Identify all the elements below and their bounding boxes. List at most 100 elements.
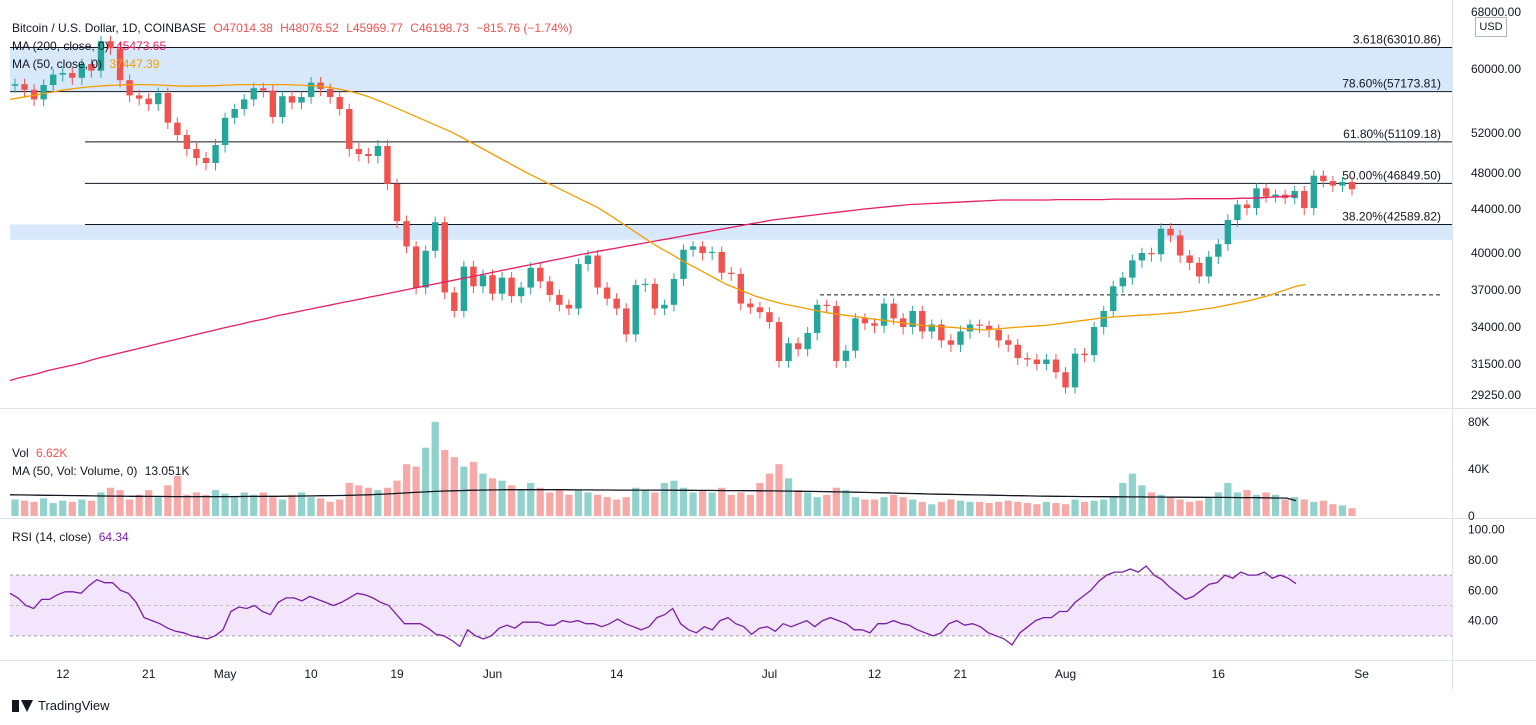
volume-bar bbox=[460, 466, 468, 516]
tradingview-logo-icon bbox=[12, 699, 33, 712]
candle-body bbox=[775, 322, 783, 362]
volume-bar bbox=[11, 499, 19, 516]
ma200-line bbox=[9, 195, 1297, 382]
candle-body bbox=[1291, 191, 1298, 199]
volume-bar bbox=[59, 500, 67, 516]
candle-body bbox=[374, 146, 382, 156]
volume-bar bbox=[250, 494, 258, 516]
time-tick-label: 10 bbox=[304, 667, 318, 681]
volume-bar bbox=[231, 495, 239, 516]
candle-body bbox=[938, 324, 945, 341]
price-tick-label: 44000.00 bbox=[1471, 202, 1521, 216]
candle-body bbox=[1243, 204, 1251, 209]
volume-bar bbox=[1348, 508, 1356, 516]
ma50-label: MA (50, close, 0) bbox=[12, 57, 103, 71]
volume-bar bbox=[765, 473, 774, 516]
volume-bar bbox=[1071, 499, 1079, 516]
volume-bar bbox=[211, 490, 220, 516]
volume-bar bbox=[928, 504, 936, 516]
price-tick-label: 37000.00 bbox=[1471, 283, 1521, 297]
volume-bar bbox=[756, 483, 764, 516]
candle-body bbox=[756, 307, 764, 313]
volume-bar bbox=[804, 492, 812, 516]
candle-body bbox=[651, 283, 659, 309]
rsi-value: 64.34 bbox=[98, 530, 129, 544]
volume-bar bbox=[479, 473, 487, 516]
candle-body bbox=[728, 272, 735, 274]
candle-body bbox=[231, 109, 238, 118]
candle-body bbox=[1196, 262, 1203, 277]
time-tick-label: 21 bbox=[142, 667, 156, 681]
volume-bar bbox=[966, 501, 974, 516]
candle-body bbox=[135, 95, 143, 99]
volume-bar bbox=[441, 450, 449, 516]
volume-bar bbox=[689, 492, 697, 516]
volume-bar bbox=[613, 499, 621, 516]
volume-bar bbox=[259, 492, 267, 516]
volume-bar bbox=[890, 494, 898, 516]
candle-body bbox=[202, 158, 210, 163]
volume-bar bbox=[861, 499, 869, 516]
candle-body bbox=[365, 154, 372, 156]
volume-bar bbox=[527, 483, 535, 516]
volume-bar bbox=[183, 494, 191, 516]
volume-bar bbox=[297, 492, 306, 516]
candle-body bbox=[794, 343, 802, 350]
candle-body bbox=[995, 329, 1002, 341]
volume-bar bbox=[870, 499, 879, 516]
candle-body bbox=[1100, 310, 1107, 327]
rsi-legend: RSI (14, close) 64.34 bbox=[12, 529, 133, 545]
volume-bar bbox=[641, 490, 649, 516]
candle-body bbox=[40, 85, 47, 100]
candle-body bbox=[823, 304, 830, 307]
ma50-legend: MA (50, close, 0) 37447.39 bbox=[12, 56, 163, 72]
candle-body bbox=[1062, 372, 1069, 388]
candle-body bbox=[603, 287, 611, 299]
candle-body bbox=[1186, 255, 1193, 263]
volume-bar bbox=[622, 497, 630, 516]
candle-body bbox=[78, 64, 86, 78]
brand-name: TradingView bbox=[38, 698, 110, 713]
time-tick-label: 12 bbox=[868, 667, 882, 681]
candle-body bbox=[766, 312, 773, 323]
candle-body bbox=[1052, 359, 1060, 373]
candle-body bbox=[193, 149, 200, 158]
candle-body bbox=[737, 273, 744, 304]
candle-body bbox=[1224, 220, 1232, 245]
volume-bar bbox=[1052, 503, 1060, 516]
candle-body bbox=[1272, 194, 1279, 197]
candle-body bbox=[1119, 277, 1126, 287]
candle-body bbox=[537, 267, 544, 282]
rsi-label: RSI (14, close) bbox=[12, 530, 92, 544]
candle-body bbox=[126, 80, 133, 96]
candle-body bbox=[97, 41, 105, 71]
candle-body bbox=[556, 294, 563, 305]
volume-bar bbox=[737, 492, 745, 516]
volume-bar bbox=[975, 501, 984, 516]
volume-bar bbox=[909, 499, 917, 516]
ma50-value: 37447.39 bbox=[109, 57, 160, 71]
volume-bar bbox=[1119, 483, 1127, 516]
volume-bar bbox=[1310, 501, 1318, 516]
time-tick-label: 19 bbox=[390, 667, 404, 681]
volume-bar bbox=[679, 487, 688, 516]
volume-bar bbox=[431, 421, 439, 516]
candle-body bbox=[212, 145, 219, 163]
support-resistance-zone bbox=[10, 224, 1452, 240]
candle-body bbox=[221, 117, 229, 145]
volume-bar bbox=[727, 494, 735, 516]
volume-bar bbox=[422, 447, 430, 516]
candle-body bbox=[1234, 204, 1241, 220]
volume-bar bbox=[1186, 501, 1194, 516]
tradingview-brand[interactable]: TradingView bbox=[12, 698, 110, 713]
ohlc-low: L45969.77 bbox=[346, 21, 403, 35]
volume-bar bbox=[317, 498, 325, 516]
candle-body bbox=[498, 277, 506, 294]
volume-bar bbox=[1319, 500, 1327, 516]
volume-bar bbox=[164, 485, 172, 516]
currency-button[interactable]: USD bbox=[1475, 17, 1507, 37]
candle-body bbox=[451, 292, 458, 311]
candle-body bbox=[393, 183, 401, 222]
volume-bar bbox=[1243, 490, 1251, 516]
